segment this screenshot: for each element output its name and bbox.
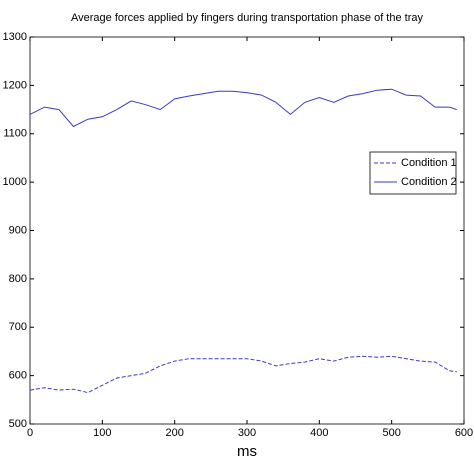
- series-line: [29, 88, 457, 128]
- x-tick-label: 500: [382, 427, 400, 439]
- x-tick-label: 100: [93, 427, 111, 439]
- x-tick-label: 600: [455, 427, 473, 439]
- legend-box: [369, 151, 457, 195]
- x-axis-label: ms: [237, 443, 257, 460]
- y-tick-label: 900: [9, 224, 27, 236]
- x-tick-label: 0: [27, 427, 33, 439]
- y-tick-label: 800: [9, 273, 27, 285]
- y-tick-label: 1200: [3, 79, 27, 91]
- y-tick-label: 1000: [3, 176, 27, 188]
- y-tick-label: 600: [9, 370, 27, 382]
- x-tick-label: 200: [165, 427, 183, 439]
- y-tick-label: 1300: [3, 31, 27, 43]
- x-tick-label: 400: [310, 427, 328, 439]
- series-line: [29, 355, 457, 394]
- y-tick-label: 700: [9, 321, 27, 333]
- chart-title: Average forces applied by fingers during…: [71, 12, 424, 24]
- x-tick-label: 300: [238, 427, 256, 439]
- legend-label: Condition 1: [401, 157, 457, 169]
- legend-label: Condition 2: [401, 176, 457, 188]
- y-tick-label: 500: [9, 418, 27, 430]
- y-tick-label: 1100: [3, 128, 27, 140]
- plot-frame: [29, 36, 465, 425]
